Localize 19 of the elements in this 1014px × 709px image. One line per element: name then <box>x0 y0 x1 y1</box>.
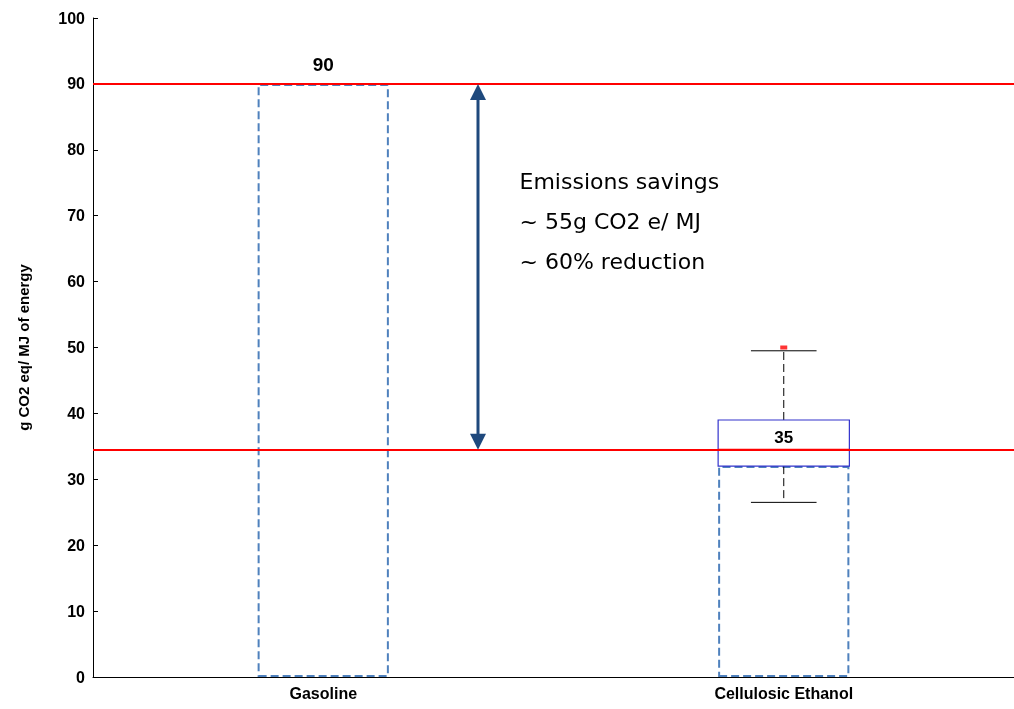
y-tick-label: 50 <box>67 339 86 356</box>
y-tick-label: 90 <box>67 75 86 93</box>
annotation: Emissions savings <box>519 168 720 194</box>
y-tick-label: 10 <box>67 602 86 620</box>
x-tick-label: Gasoline <box>289 684 358 702</box>
y-tick-label: 100 <box>58 9 86 27</box>
y-tick-label: 20 <box>67 536 86 554</box>
y-tick-label: 70 <box>67 207 86 225</box>
y-axis-title: g CO2 eq/ MJ of energy <box>15 263 32 431</box>
annotation: ~ 55g CO2 e/ MJ <box>519 208 701 234</box>
y-tick-label: 0 <box>76 668 86 686</box>
y-tick-label: 80 <box>67 141 86 159</box>
y-tick-label: 40 <box>67 404 86 422</box>
x-tick-label: Cellulosic Ethanol <box>714 684 854 702</box>
data-label: 90 <box>312 53 334 75</box>
annotation: ~ 60% reduction <box>519 248 706 274</box>
y-tick-label: 30 <box>67 470 86 488</box>
annotation: 35 <box>774 427 794 447</box>
y-tick-label: 60 <box>67 273 86 291</box>
